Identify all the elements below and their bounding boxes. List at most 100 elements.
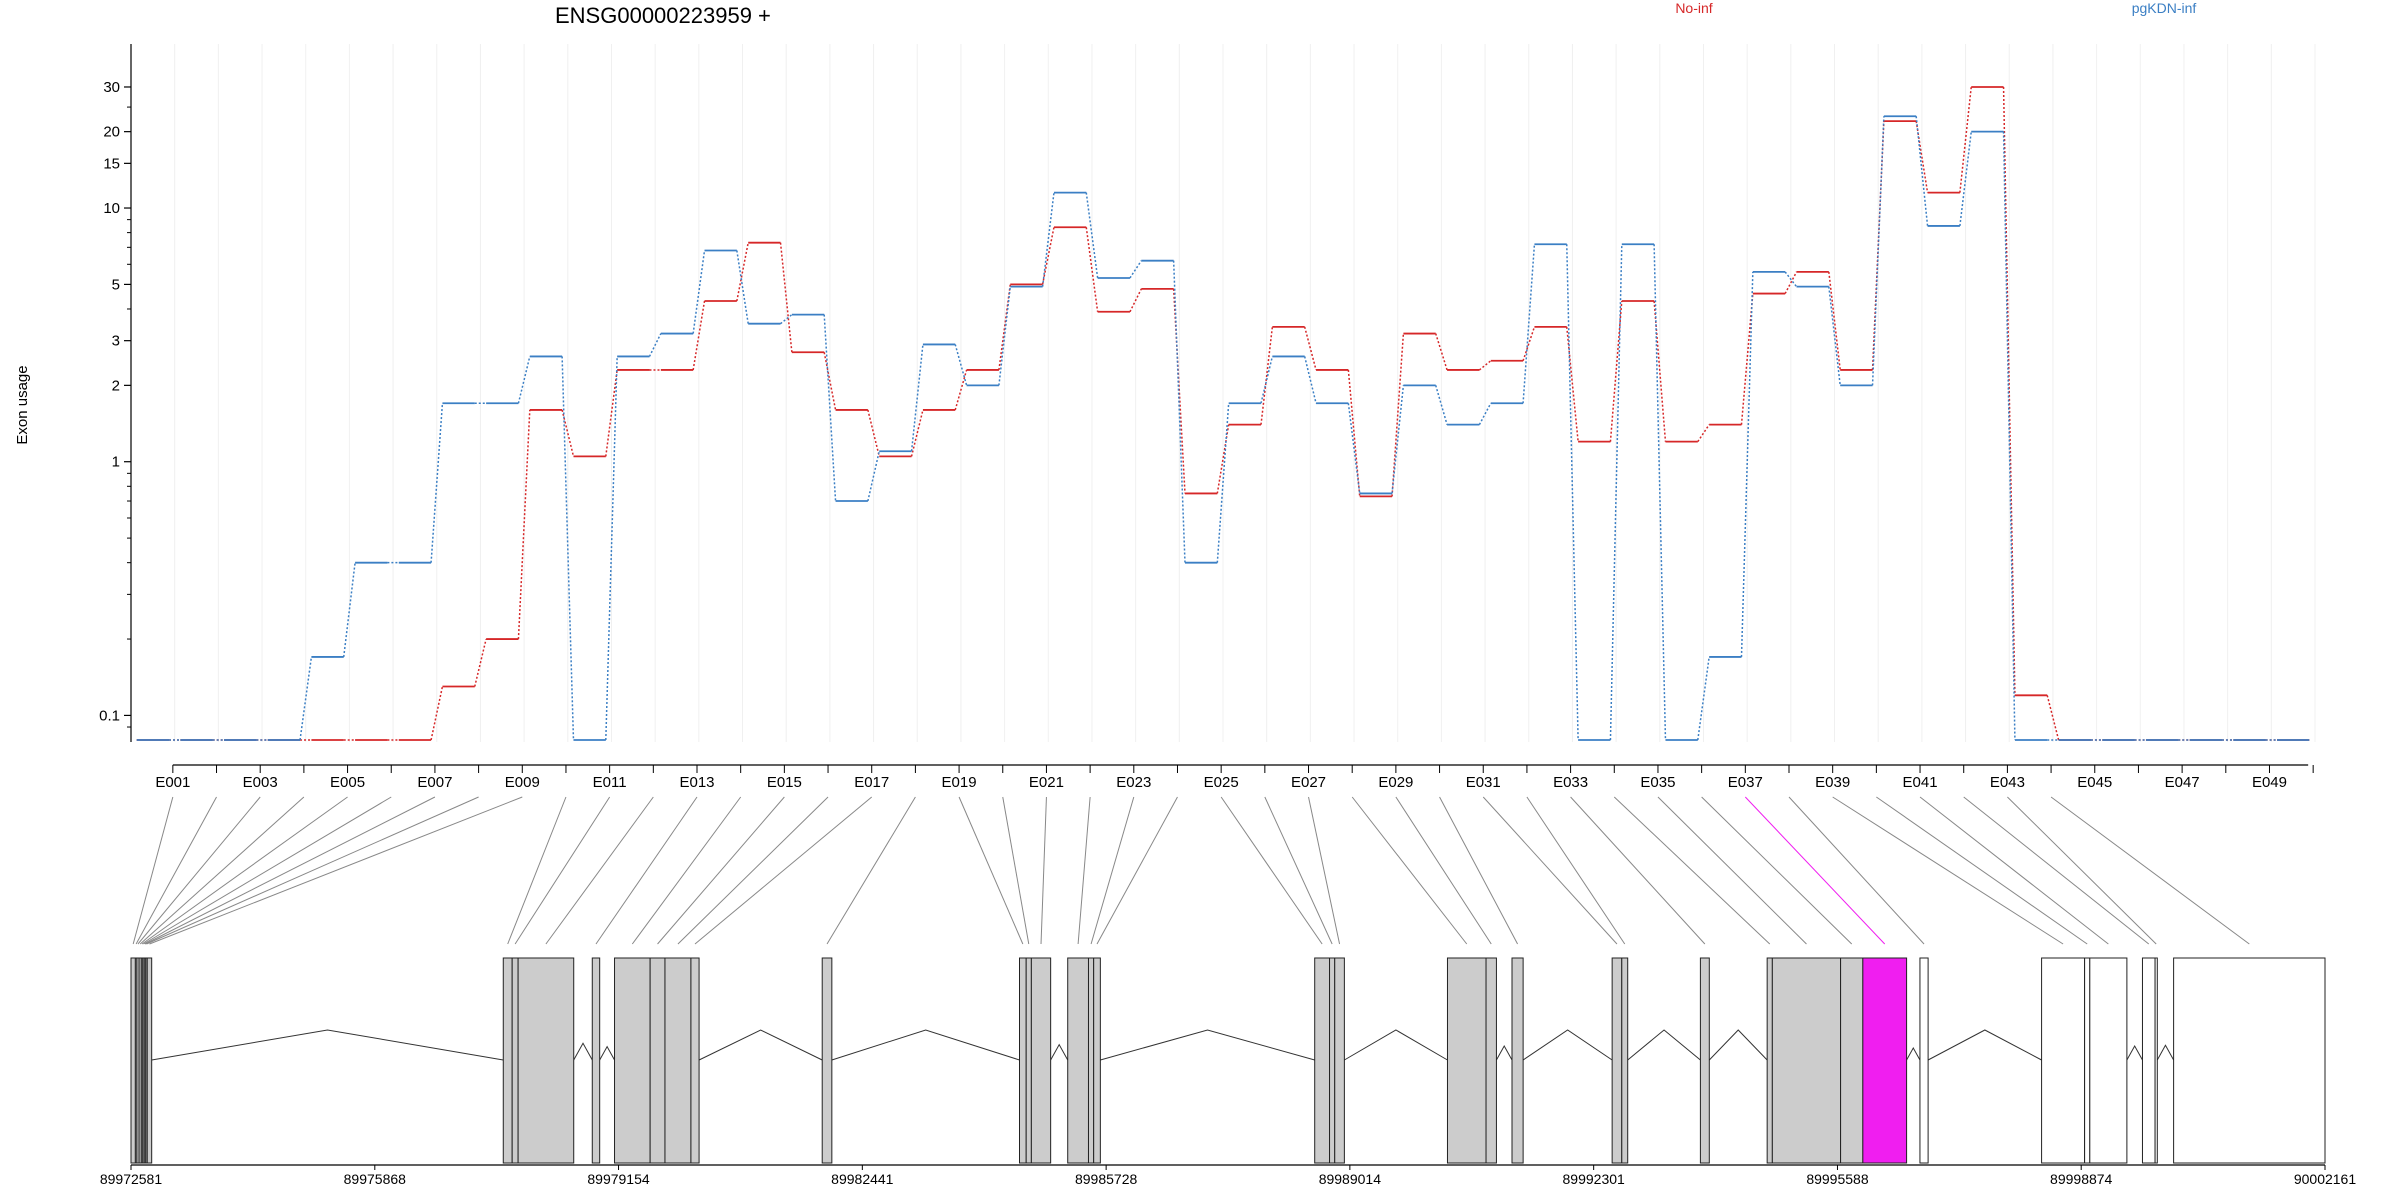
exon-box xyxy=(1093,957,1101,1164)
intron-line xyxy=(151,1029,504,1061)
exon-box xyxy=(1621,957,1629,1164)
series-connector xyxy=(692,250,706,334)
series-connector xyxy=(1828,271,1841,371)
series-connector xyxy=(1784,271,1798,294)
exon-box xyxy=(1766,957,1773,1164)
exon-box xyxy=(1446,957,1487,1164)
genomic-coordinate-axis: 89972581 89975868 89979154 89982441 89985728… xyxy=(100,1164,2357,1187)
exon-connector xyxy=(1788,796,1925,945)
series-connector xyxy=(430,403,444,563)
series-connector xyxy=(823,352,837,411)
exon-box xyxy=(1329,957,1336,1164)
series-connector xyxy=(1129,288,1142,313)
exon-connector xyxy=(595,796,698,945)
series-connector xyxy=(780,314,793,325)
grid-lines xyxy=(130,44,2316,742)
intron-line xyxy=(1344,1029,1448,1061)
exon-connector xyxy=(2050,796,2250,945)
x-tick-label: E019 xyxy=(942,774,977,791)
exon-connector xyxy=(1526,796,1626,945)
exon-box xyxy=(1485,957,1497,1164)
legend-pgkdn-inf: pgKDN-inf xyxy=(2132,0,2197,16)
x-tick-label: E037 xyxy=(1728,774,1763,791)
x-tick-label: E011 xyxy=(593,774,627,791)
series-connector xyxy=(954,344,968,386)
genomic-tick-label: 89979154 xyxy=(587,1171,650,1187)
intron-line xyxy=(831,1029,1020,1061)
exon-box xyxy=(1314,957,1331,1164)
series-connector xyxy=(1653,300,1667,442)
y-axis-label: Exon usage xyxy=(14,365,31,444)
series-connector xyxy=(1522,326,1536,362)
genomic-tick-label: 89995588 xyxy=(1806,1171,1869,1187)
exon-connector xyxy=(1308,796,1341,945)
exon-box xyxy=(2089,957,2128,1164)
x-tick-label: E023 xyxy=(1116,774,1151,791)
x-tick-label: E005 xyxy=(330,774,365,791)
exon-connector xyxy=(1090,796,1135,945)
x-tick-label: E001 xyxy=(155,774,190,791)
exon-box xyxy=(1067,957,1089,1164)
genomic-tick-label: 89985728 xyxy=(1075,1171,1138,1187)
intron-line xyxy=(1927,1029,2042,1061)
y-axis: 0.1 1 2 3 5 10 15 20 30 xyxy=(99,44,132,742)
exon-box xyxy=(2154,957,2158,1164)
exon-connector xyxy=(1040,796,1047,945)
exon-box xyxy=(517,957,575,1164)
series-connector xyxy=(1478,402,1492,426)
exon-connector xyxy=(144,796,436,945)
genomic-tick-label: 90002161 xyxy=(2294,1171,2357,1187)
exon-connector xyxy=(149,796,523,945)
y-tick-label: 5 xyxy=(112,276,120,293)
x-tick-label: E003 xyxy=(243,774,278,791)
series-connector xyxy=(736,250,749,324)
series-connector xyxy=(2002,131,2016,741)
exon-connector xyxy=(1439,796,1519,945)
exon-box xyxy=(502,957,513,1164)
exon-connector xyxy=(1395,796,1492,945)
exon-connector xyxy=(1482,796,1618,945)
exon-connector xyxy=(137,796,261,945)
series-connector xyxy=(1522,244,1536,404)
series-connector xyxy=(1653,244,1667,741)
exon-connector xyxy=(1002,796,1030,945)
exon-connector xyxy=(146,796,479,945)
intron-line xyxy=(1627,1029,1701,1061)
x-tick-label: E021 xyxy=(1029,774,1064,791)
exon-connector xyxy=(677,796,829,945)
y-tick-label: 20 xyxy=(103,124,120,141)
exon-box xyxy=(2141,957,2156,1164)
x-tick-label: E015 xyxy=(767,774,802,791)
series-connector xyxy=(474,638,487,687)
intron-line xyxy=(1906,1046,1921,1061)
exon-connector xyxy=(1963,796,2150,945)
exon-box xyxy=(2084,957,2091,1164)
series-connector xyxy=(998,286,1012,386)
series-no-inf xyxy=(136,86,2310,741)
exon-box xyxy=(146,957,153,1164)
genomic-tick-label: 89989014 xyxy=(1319,1171,1382,1187)
series-connector xyxy=(1303,326,1317,371)
exon-connector xyxy=(545,796,654,945)
exon-connector xyxy=(1876,796,2088,945)
series-connector xyxy=(1216,403,1230,563)
exon-connector xyxy=(1077,796,1091,945)
series-connector xyxy=(1435,385,1448,425)
legend-no-inf: No-inf xyxy=(1675,0,1712,16)
exon-box xyxy=(649,957,666,1164)
exon-box xyxy=(664,957,692,1164)
series-pgkdn-inf xyxy=(136,115,2310,741)
series-connector xyxy=(648,333,662,357)
series-connector xyxy=(1697,656,1710,741)
exon-connector xyxy=(1613,796,1771,945)
exon-box xyxy=(1611,957,1623,1164)
intron-line xyxy=(1050,1043,1069,1061)
series-connector xyxy=(1609,300,1623,442)
x-tick-label: E007 xyxy=(417,774,452,791)
exon-box xyxy=(591,957,601,1164)
intron-line xyxy=(599,1045,615,1061)
exon-box xyxy=(1699,957,1710,1164)
series-connector xyxy=(1303,356,1317,404)
x-tick-label: E043 xyxy=(1990,774,2025,791)
series-connector xyxy=(1784,271,1798,288)
